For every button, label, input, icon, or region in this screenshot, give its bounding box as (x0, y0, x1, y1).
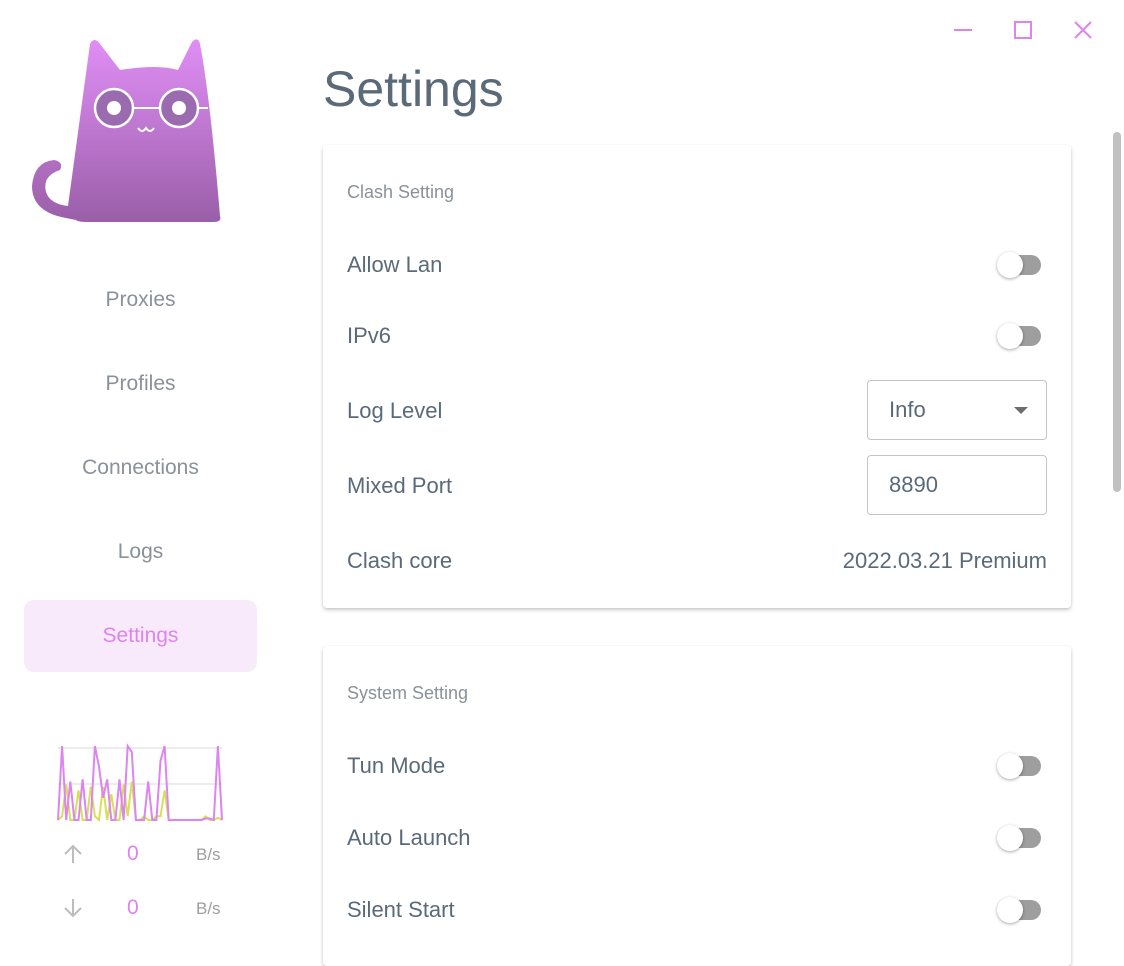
allow-lan-label: Allow Lan (347, 252, 443, 277)
sidebar-item-connections[interactable]: Connections (24, 432, 257, 504)
close-button[interactable] (1071, 18, 1095, 42)
ipv6-label: IPv6 (347, 323, 392, 348)
tun-mode-label: Tun Mode (347, 753, 446, 778)
page-title: Settings (323, 61, 504, 117)
mixed-port-label: Mixed Port (347, 473, 453, 498)
card-title: Clash Setting (347, 182, 455, 202)
close-icon (1074, 21, 1092, 39)
sidebar-item-label: Connections (82, 456, 199, 479)
minimize-icon (954, 29, 972, 31)
scrollbar-thumb[interactable] (1113, 132, 1121, 492)
download-speed: 0 (127, 896, 139, 919)
sidebar-item-settings[interactable]: Settings (24, 600, 257, 672)
arrow-up-icon (64, 844, 82, 863)
download-unit: B/s (196, 899, 221, 918)
allow-lan-toggle[interactable] (997, 252, 1041, 278)
upload-series-line (57, 743, 223, 822)
auto-launch-label: Auto Launch (347, 825, 471, 850)
mixed-port-value: 8890 (889, 472, 938, 497)
clash-core-version: 2022.03.21 Premium (842, 548, 1047, 573)
minimize-button[interactable] (951, 18, 975, 42)
sidebar-item-label: Profiles (105, 372, 176, 395)
log-level-label: Log Level (347, 398, 443, 423)
silent-start-toggle[interactable] (997, 897, 1041, 923)
arrow-down-icon (64, 899, 82, 918)
sidebar-item-label: Settings (102, 624, 179, 647)
sidebar-item-proxies[interactable]: Proxies (24, 264, 257, 336)
ipv6-toggle[interactable] (997, 323, 1041, 349)
log-level-select[interactable]: Info (867, 380, 1047, 440)
tun-mode-toggle[interactable] (997, 753, 1041, 779)
app-logo (28, 36, 228, 231)
clash-setting-card: Clash Setting Allow Lan IPv6 Log Level I… (323, 145, 1071, 608)
silent-start-label: Silent Start (347, 897, 455, 922)
upload-speed: 0 (127, 842, 139, 865)
sidebar-item-label: Logs (117, 540, 164, 563)
sidebar-item-label: Proxies (105, 288, 176, 311)
upload-unit: B/s (196, 845, 221, 864)
card-title: System Setting (347, 683, 469, 703)
maximize-icon (1014, 21, 1032, 39)
caret-down-icon (1014, 407, 1028, 414)
log-level-value: Info (889, 397, 926, 422)
sidebar-item-profiles[interactable]: Profiles (24, 348, 257, 420)
auto-launch-toggle[interactable] (997, 825, 1041, 851)
mixed-port-input[interactable]: 8890 (867, 455, 1047, 515)
maximize-button[interactable] (1011, 18, 1035, 42)
system-setting-card: System Setting Tun Mode Auto Launch Sile… (323, 646, 1071, 966)
traffic-graph (57, 743, 223, 823)
sidebar-item-logs[interactable]: Logs (24, 516, 257, 588)
clash-core-label: Clash core (347, 548, 453, 573)
